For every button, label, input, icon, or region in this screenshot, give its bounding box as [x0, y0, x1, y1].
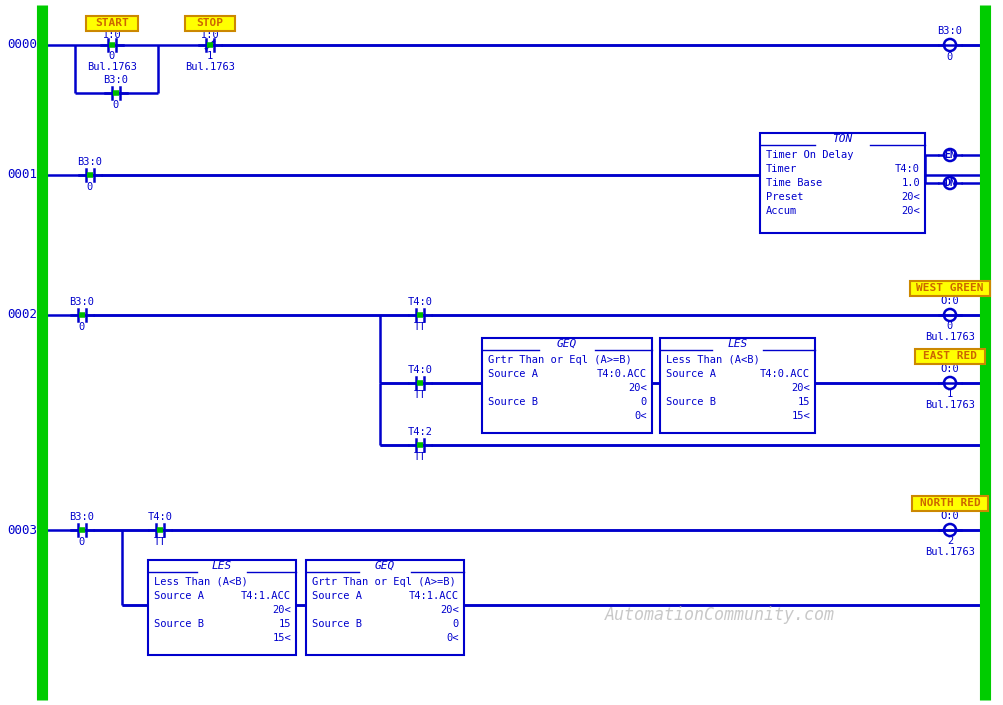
Text: 0: 0 — [79, 322, 85, 332]
Text: Source A: Source A — [665, 369, 715, 379]
Text: Source A: Source A — [487, 369, 538, 379]
Text: Source B: Source B — [665, 397, 715, 407]
Text: 20<: 20< — [901, 192, 919, 202]
Text: T4:0: T4:0 — [407, 365, 432, 375]
Text: 20<: 20< — [901, 206, 919, 216]
Text: Bul.1763: Bul.1763 — [185, 62, 235, 72]
Text: Grtr Than or Eql (A>=B): Grtr Than or Eql (A>=B) — [487, 355, 631, 365]
Text: B3:0: B3:0 — [937, 26, 962, 36]
Text: TT: TT — [413, 452, 426, 462]
Text: 1: 1 — [946, 389, 952, 399]
Text: Timer: Timer — [765, 164, 796, 174]
Text: LES: LES — [726, 339, 747, 349]
Text: B3:0: B3:0 — [69, 512, 94, 522]
Text: I:0: I:0 — [201, 30, 220, 40]
Text: LES: LES — [212, 561, 232, 571]
Text: T4:0: T4:0 — [147, 512, 173, 522]
Text: Timer On Delay: Timer On Delay — [765, 150, 853, 160]
Text: 15: 15 — [278, 619, 291, 629]
Text: Source B: Source B — [153, 619, 204, 629]
Text: GEQ: GEQ — [557, 339, 577, 349]
Text: Bul.1763: Bul.1763 — [924, 400, 974, 410]
FancyBboxPatch shape — [659, 338, 814, 433]
Text: EN: EN — [943, 150, 955, 160]
Text: Time Base: Time Base — [765, 178, 821, 188]
Text: 15: 15 — [796, 397, 809, 407]
FancyBboxPatch shape — [759, 133, 924, 233]
Text: NORTH RED: NORTH RED — [919, 498, 979, 508]
Text: TT: TT — [413, 390, 426, 400]
Text: O:0: O:0 — [940, 511, 959, 521]
Text: T4:0: T4:0 — [407, 297, 432, 307]
Text: 0: 0 — [87, 182, 93, 192]
FancyBboxPatch shape — [909, 281, 989, 295]
Text: Source B: Source B — [312, 619, 362, 629]
Text: AutomationCommunity.com: AutomationCommunity.com — [605, 606, 834, 624]
Text: T4:0: T4:0 — [894, 164, 919, 174]
Text: 2: 2 — [946, 536, 952, 546]
Text: 15<: 15< — [790, 411, 809, 421]
Text: STOP: STOP — [197, 18, 224, 28]
Text: 0000: 0000 — [7, 39, 37, 51]
Text: GEQ: GEQ — [374, 561, 395, 571]
Text: Less Than (A<B): Less Than (A<B) — [665, 355, 759, 365]
FancyBboxPatch shape — [185, 16, 235, 30]
Text: T4:1.ACC: T4:1.ACC — [241, 591, 291, 601]
Text: 0: 0 — [946, 52, 952, 62]
Text: 20<: 20< — [790, 383, 809, 393]
Text: 20<: 20< — [272, 605, 291, 615]
Text: TT: TT — [153, 537, 166, 547]
Text: 1: 1 — [207, 51, 213, 61]
Text: Accum: Accum — [765, 206, 796, 216]
Text: TT: TT — [413, 322, 426, 332]
Text: WEST GREEN: WEST GREEN — [916, 283, 983, 293]
Text: 1.0: 1.0 — [901, 178, 919, 188]
Text: Source A: Source A — [153, 591, 204, 601]
Text: 0: 0 — [452, 619, 458, 629]
Text: T4:0.ACC: T4:0.ACC — [597, 369, 646, 379]
Text: 0: 0 — [640, 397, 646, 407]
Text: 0: 0 — [79, 537, 85, 547]
Text: START: START — [95, 18, 128, 28]
FancyBboxPatch shape — [86, 16, 137, 30]
Text: 20<: 20< — [439, 605, 458, 615]
Text: T4:2: T4:2 — [407, 427, 432, 437]
Text: 0: 0 — [108, 51, 115, 61]
Text: 0: 0 — [112, 100, 119, 110]
Text: DN: DN — [943, 178, 955, 188]
Text: EAST RED: EAST RED — [922, 351, 976, 361]
Text: Bul.1763: Bul.1763 — [924, 332, 974, 342]
Text: 0003: 0003 — [7, 524, 37, 537]
FancyBboxPatch shape — [306, 560, 463, 655]
FancyBboxPatch shape — [147, 560, 296, 655]
FancyBboxPatch shape — [911, 496, 987, 510]
Text: Source A: Source A — [312, 591, 362, 601]
Text: Preset: Preset — [765, 192, 802, 202]
Text: 0<: 0< — [634, 411, 646, 421]
Text: 0002: 0002 — [7, 309, 37, 321]
Text: 0<: 0< — [446, 633, 458, 643]
Text: T4:1.ACC: T4:1.ACC — [408, 591, 458, 601]
FancyBboxPatch shape — [481, 338, 651, 433]
Text: B3:0: B3:0 — [69, 297, 94, 307]
FancyBboxPatch shape — [914, 348, 984, 364]
Text: Source B: Source B — [487, 397, 538, 407]
Text: Less Than (A<B): Less Than (A<B) — [153, 577, 248, 587]
Text: Bul.1763: Bul.1763 — [924, 547, 974, 557]
Text: 0001: 0001 — [7, 168, 37, 181]
Text: O:0: O:0 — [940, 296, 959, 306]
Text: TON: TON — [831, 134, 852, 144]
Text: Grtr Than or Eql (A>=B): Grtr Than or Eql (A>=B) — [312, 577, 455, 587]
Text: B3:0: B3:0 — [103, 75, 128, 85]
Text: B3:0: B3:0 — [77, 157, 102, 167]
Text: 20<: 20< — [628, 383, 646, 393]
Text: T4:0.ACC: T4:0.ACC — [759, 369, 809, 379]
Text: O:0: O:0 — [940, 364, 959, 374]
Text: I:0: I:0 — [102, 30, 121, 40]
Text: 0: 0 — [946, 321, 952, 331]
Text: 15<: 15< — [272, 633, 291, 643]
Text: Bul.1763: Bul.1763 — [87, 62, 136, 72]
